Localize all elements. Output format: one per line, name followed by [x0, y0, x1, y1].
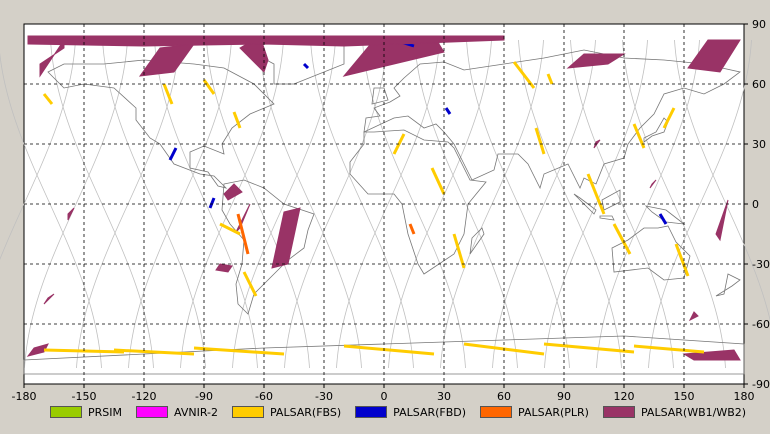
- y-tick-label: -60: [752, 318, 770, 331]
- coverage-fbs-45: [113, 348, 195, 356]
- legend-item: PRSIM: [50, 406, 122, 419]
- coverage-wb-14: [682, 349, 741, 361]
- orbit-track: [102, 39, 206, 369]
- orbit-track: [414, 39, 518, 369]
- x-tick-label: -60: [255, 390, 273, 403]
- legend-item: PALSAR(WB1/WB2): [602, 405, 747, 419]
- coverage-fbd-21: [168, 147, 178, 161]
- legend-label: PALSAR(FBD): [393, 405, 467, 419]
- x-tick-label: -90: [195, 390, 213, 403]
- legend-item: PALSAR(FBD): [355, 406, 466, 419]
- legend-swatch: [602, 406, 635, 418]
- land-outline: [363, 49, 741, 190]
- coverage-fbs-50: [633, 344, 705, 354]
- coverage-wb-18: [688, 311, 699, 322]
- land-outline: [469, 227, 485, 255]
- land-outline: [573, 193, 597, 215]
- x-tick-label: 150: [674, 390, 695, 403]
- coverage-fbs-31: [219, 222, 241, 236]
- coverage-fbs-28: [162, 83, 174, 105]
- orbit-track: [492, 39, 596, 369]
- coverage-fbs-37: [534, 127, 546, 155]
- y-tick-label: 30: [752, 138, 766, 151]
- coverage-plr-26: [236, 213, 250, 255]
- legend-swatch: [50, 406, 82, 418]
- orbit-track: [648, 39, 752, 369]
- land-outline: [349, 129, 487, 275]
- coverage-wb-13: [26, 343, 49, 357]
- x-tick-label: 120: [614, 390, 635, 403]
- y-tick-label: -90: [752, 378, 770, 391]
- coverage-fbs-27: [42, 93, 54, 105]
- coverage-fbs-49: [543, 342, 635, 354]
- coverage-fbd-22: [208, 197, 216, 209]
- coverage-plr-25: [408, 223, 416, 235]
- x-tick-label: -30: [315, 390, 333, 403]
- coverage-fbs-34: [430, 167, 446, 195]
- legend-label: AVNIR-2: [174, 405, 218, 419]
- land-outline: [221, 179, 315, 315]
- coverage-fbs-43: [674, 243, 690, 277]
- legend-swatch: [480, 406, 513, 418]
- legend-item: AVNIR-2: [136, 406, 218, 419]
- x-tick-label: -120: [132, 390, 157, 403]
- coverage-fbs-30: [232, 111, 242, 129]
- legend-label: PRSIM: [88, 405, 122, 419]
- legend-label: PALSAR(PLR): [518, 405, 589, 419]
- legend-swatch: [136, 406, 168, 418]
- x-tick-label: 30: [437, 390, 451, 403]
- y-tick-label: 90: [752, 18, 766, 31]
- y-tick-label: 60: [752, 78, 766, 91]
- x-tick-label: -150: [72, 390, 97, 403]
- coverage-wb-11: [67, 207, 75, 221]
- coverage-fbs-46: [193, 346, 285, 356]
- legend-item: PALSAR(FBS): [231, 405, 342, 419]
- legend-swatch: [355, 406, 388, 418]
- coverage-wb-12: [43, 293, 55, 305]
- legend-label: PALSAR(FBS): [269, 405, 342, 419]
- coverage-fbs-47: [343, 344, 435, 356]
- x-tick-label: 0: [381, 390, 388, 403]
- land-outline: [644, 205, 686, 225]
- coverage-wb-7: [223, 183, 243, 201]
- land-outline: [47, 59, 275, 189]
- coverage-wb-6: [687, 39, 741, 73]
- land-outline: [643, 117, 669, 143]
- y-tick-label: -30: [752, 258, 770, 271]
- coverage-wb-17: [715, 199, 729, 242]
- coverage-fbs-29: [202, 79, 216, 95]
- coverage-fbd-24: [444, 107, 452, 115]
- orbit-track: [336, 39, 440, 369]
- coverage-fbs-35: [452, 233, 466, 269]
- orbit-track: [258, 39, 362, 369]
- land-outline: [715, 273, 741, 297]
- land-outline: [371, 87, 389, 105]
- orbit-track: [24, 39, 128, 369]
- coverage-fbs-42: [662, 107, 676, 129]
- orbit-track: [570, 39, 674, 369]
- legend-label: PALSAR(WB1/WB2): [640, 405, 747, 419]
- land-outline: [601, 189, 621, 211]
- x-tick-label: 90: [557, 390, 571, 403]
- coverage-fbs-32: [242, 271, 258, 297]
- coverage-wb-10: [215, 263, 233, 273]
- legend: PRSIM AVNIR-2 PALSAR(FBS) PALSAR(FBD) PALSAR…: [50, 402, 760, 422]
- legend-item: PALSAR(PLR): [480, 406, 589, 419]
- x-tick-label: 60: [497, 390, 511, 403]
- x-tick-label: 180: [734, 390, 755, 403]
- coverage-fbs-39: [586, 173, 606, 215]
- coverage-fbs-40: [612, 223, 632, 255]
- legend-swatch: [231, 406, 264, 418]
- orbit-track: [180, 39, 284, 369]
- land-outline: [611, 225, 691, 281]
- land-outline: [599, 215, 615, 221]
- coverage-fbd-20: [302, 62, 310, 70]
- coverage-wb-16: [649, 179, 657, 189]
- coverage-fbd-23: [658, 213, 668, 225]
- y-tick-label: 0: [752, 198, 759, 211]
- coverage-fbs-38: [546, 73, 554, 85]
- x-tick-label: -180: [12, 390, 37, 403]
